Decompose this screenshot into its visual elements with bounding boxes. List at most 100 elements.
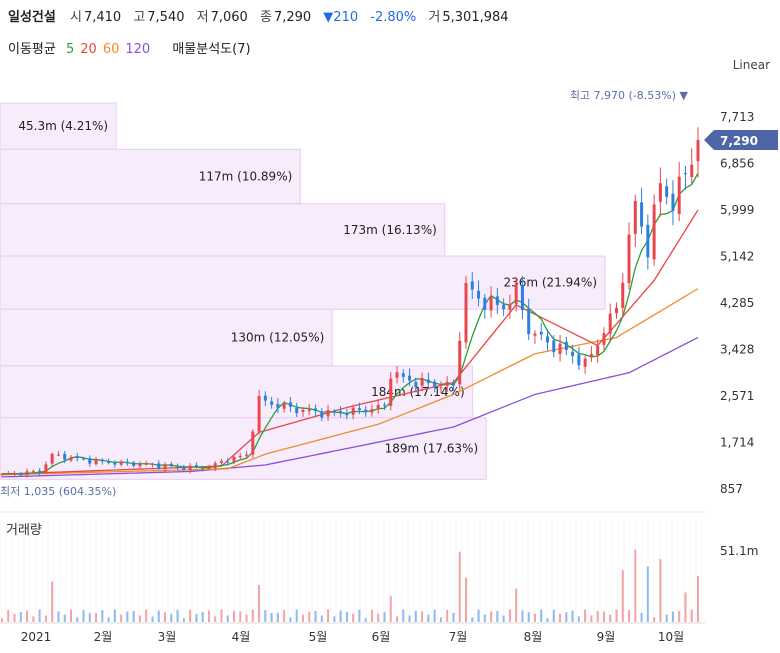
volume-bar [276,612,279,622]
candle-body [44,464,48,474]
ma-period-60[interactable]: 60 [102,42,120,57]
candle-body [483,297,487,310]
candle-body [414,381,418,388]
time-tick-label: 10월 [658,630,684,644]
candle-body [608,313,612,334]
candle-body [640,202,644,227]
candle-body [50,453,54,464]
volume-profile-label: 173m (16.13%) [343,223,437,237]
volume-bar [120,614,123,622]
candle-body [163,464,167,469]
volume-bar [596,610,599,622]
candle-body [276,403,280,408]
ma-period-120[interactable]: 120 [125,42,151,57]
candle-body [13,473,17,475]
volume-bar [207,610,210,622]
volume-bar [665,614,668,622]
ma-period-5[interactable]: 5 [65,42,75,57]
candle-body [301,409,305,412]
candle-body [696,139,700,162]
volume-bar [552,609,555,622]
candle-body [144,463,148,465]
scale-toggle[interactable]: Linear [732,58,770,72]
volume-profile-bar [0,308,333,367]
volume-bar [308,611,311,622]
volume-bar [301,614,304,622]
volume-bar [559,613,562,622]
volume-bar [609,614,612,622]
volume-bar [82,610,85,622]
candle-body [113,462,117,465]
change-value: 210 [333,10,359,25]
ma-period-20[interactable]: 20 [80,42,97,57]
low-label: 저 [196,10,209,25]
candle-body [207,467,211,469]
ma-label[interactable]: 이동평균 [8,42,56,57]
volume-bar [88,612,91,622]
volume-bar [320,615,323,622]
candle-body [332,411,336,413]
volume-bar [113,609,116,622]
price-tick-label: 1,714 [720,436,754,450]
candle-body [451,383,455,386]
volume-bar [571,610,574,622]
stock-name: 일성건설 [8,10,56,25]
open-label: 시 [69,10,82,25]
volume-bar [358,609,361,622]
volume-bar [697,576,699,622]
candle-body [251,431,255,455]
candle-body [188,465,192,471]
time-tick-label: 2월 [94,630,113,644]
volume-profile-label[interactable]: 매물분석도(7) [172,42,251,57]
candle-body [426,379,430,384]
volume-bar [433,609,436,622]
candle-body [357,408,361,410]
volume-bar [640,612,643,622]
volume-bar [95,612,98,622]
volume-bar [258,585,261,622]
volume-bar [57,611,60,622]
volume-bar [264,610,267,622]
volume-bar [427,614,430,622]
volume-bar [370,609,373,622]
volume-profile-label: 45.3m (4.21%) [18,119,108,133]
volume-bar [496,610,499,622]
price-tick-label: 4,285 [720,296,754,310]
volume-bar [502,615,505,622]
volume-bar [577,616,580,622]
candle-body [508,305,512,310]
candle-body [420,377,424,386]
volume-bar [646,566,649,622]
candle-body [182,466,186,470]
volume-bar [270,612,273,622]
volume-bar [226,615,229,622]
time-tick-label: 5월 [309,630,328,644]
price-tick-label: 7,713 [720,110,754,124]
candle-body [445,381,449,386]
volume-profile-bar [0,365,474,419]
volume-bar [515,588,518,622]
volume-bar [157,610,160,622]
volume-bar [465,577,467,622]
candle-body [596,345,600,356]
volume-label: 거래량 [6,523,42,538]
volume-bar [483,614,486,622]
candle-body [583,358,587,367]
candle-body [546,336,550,343]
volume-bar [333,616,336,622]
volume-bar [477,609,480,622]
candle-body [25,471,29,475]
candle-body [514,283,518,305]
volume-profile-bar [0,102,117,150]
ma60-line [1,288,699,476]
volume-bar [590,615,593,622]
candle-body [31,471,35,473]
candle-body [439,387,443,389]
candle-body [470,281,474,290]
indicator-legend: 이동평균 5 20 60 120 매물분석도(7) [8,38,257,57]
volume-bar [289,617,292,622]
candle-body [88,458,92,464]
candle-body [558,343,562,354]
volume-bar [458,551,461,622]
